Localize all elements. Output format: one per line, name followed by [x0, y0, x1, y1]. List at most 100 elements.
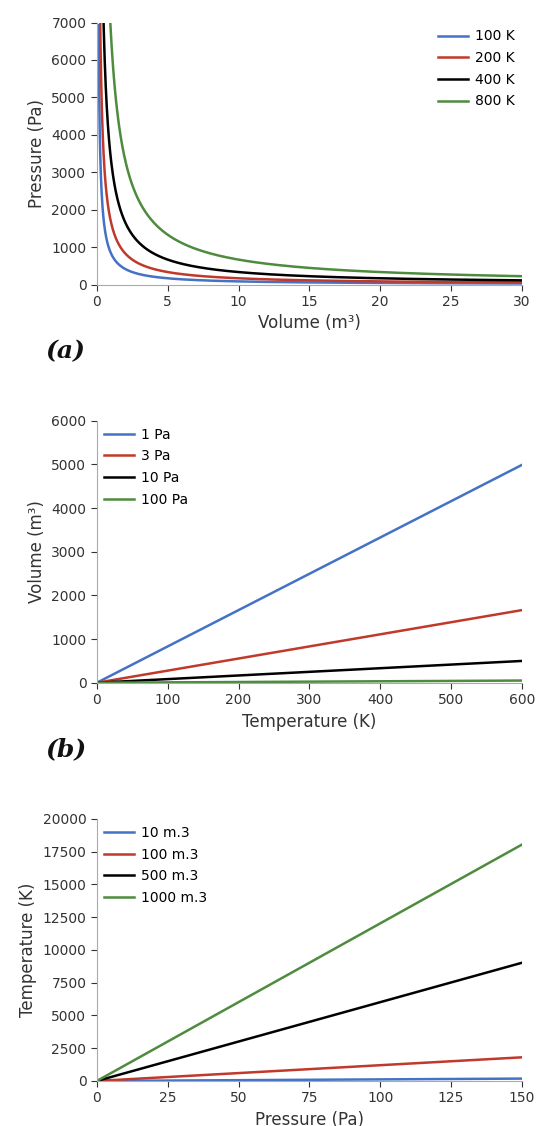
3 Pa: [275, 645, 281, 659]
3 Pa: [94, 676, 100, 689]
500 m.3: [275, 1024, 281, 1037]
100 K: [169, 271, 175, 285]
Legend: 10 m.3, 100 m.3, 500 m.3, 1000 m.3: 10 m.3, 100 m.3, 500 m.3, 1000 m.3: [104, 825, 208, 905]
400 K: [258, 267, 264, 280]
1 Pa: [464, 486, 471, 500]
1000 m.3: [167, 1034, 174, 1047]
800 K: [258, 257, 264, 270]
3 Pa: [519, 604, 525, 617]
Legend: 1 Pa, 3 Pa, 10 Pa, 100 Pa: 1 Pa, 3 Pa, 10 Pa, 100 Pa: [104, 428, 188, 507]
100 m.3: [519, 1051, 525, 1064]
1 Pa: [167, 638, 174, 652]
Line: 3 Pa: 3 Pa: [97, 610, 522, 682]
400 K: [169, 254, 175, 268]
1000 m.3: [464, 868, 471, 882]
1 Pa: [519, 458, 525, 472]
3 Pa: [142, 668, 148, 681]
10 m.3: [519, 1072, 525, 1085]
500 m.3: [464, 971, 471, 984]
100 Pa: [94, 676, 100, 689]
100 Pa: [519, 673, 525, 687]
Line: 100 K: 100 K: [98, 25, 522, 284]
100 Pa: [167, 676, 174, 689]
10 m.3: [142, 1074, 148, 1088]
Legend: 100 K, 200 K, 400 K, 800 K: 100 K, 200 K, 400 K, 800 K: [438, 29, 515, 108]
3 Pa: [167, 663, 174, 677]
10 Pa: [257, 668, 263, 681]
100 m.3: [510, 1051, 516, 1064]
100 m.3: [94, 1074, 100, 1088]
Line: 200 K: 200 K: [98, 0, 522, 283]
200 K: [519, 276, 525, 289]
100 Pa: [275, 676, 281, 689]
Y-axis label: Pressure (Pa): Pressure (Pa): [28, 99, 46, 208]
500 m.3: [167, 1054, 174, 1067]
10 Pa: [142, 673, 148, 687]
10 m.3: [464, 1072, 471, 1085]
Line: 100 Pa: 100 Pa: [97, 680, 522, 682]
500 m.3: [519, 956, 525, 969]
1 Pa: [142, 651, 148, 664]
X-axis label: Volume (m³): Volume (m³): [258, 314, 361, 332]
1 Pa: [510, 463, 516, 476]
Line: 1000 m.3: 1000 m.3: [97, 844, 522, 1081]
Line: 10 m.3: 10 m.3: [97, 1079, 522, 1081]
3 Pa: [257, 649, 263, 662]
200 K: [276, 272, 282, 286]
Text: (a): (a): [46, 339, 86, 363]
1000 m.3: [275, 973, 281, 986]
800 K: [465, 268, 471, 282]
3 Pa: [510, 605, 516, 618]
100 K: [276, 276, 282, 289]
400 K: [519, 274, 525, 287]
100 Pa: [142, 676, 148, 689]
1000 m.3: [257, 984, 263, 998]
10 Pa: [510, 654, 516, 668]
100 K: [519, 277, 525, 291]
Y-axis label: Temperature (K): Temperature (K): [19, 883, 37, 1017]
500 m.3: [257, 1029, 263, 1043]
Y-axis label: Volume (m³): Volume (m³): [28, 500, 46, 604]
X-axis label: Pressure (Pa): Pressure (Pa): [255, 1111, 364, 1126]
400 K: [511, 274, 517, 287]
100 m.3: [275, 1064, 281, 1078]
Line: 10 Pa: 10 Pa: [97, 661, 522, 682]
X-axis label: Temperature (K): Temperature (K): [242, 713, 377, 731]
100 m.3: [167, 1070, 174, 1083]
100 K: [511, 277, 517, 291]
Line: 500 m.3: 500 m.3: [97, 963, 522, 1081]
100 m.3: [464, 1054, 471, 1067]
800 K: [511, 269, 517, 283]
1000 m.3: [519, 838, 525, 851]
200 K: [511, 276, 517, 289]
1000 m.3: [94, 1074, 100, 1088]
100 m.3: [257, 1065, 263, 1079]
500 m.3: [510, 958, 516, 972]
1 Pa: [257, 592, 263, 606]
100 K: [465, 277, 471, 291]
Line: 1 Pa: 1 Pa: [97, 465, 522, 682]
1 Pa: [94, 676, 100, 689]
800 K: [144, 207, 150, 221]
10 Pa: [94, 676, 100, 689]
200 K: [169, 266, 175, 279]
500 m.3: [142, 1061, 148, 1074]
1000 m.3: [510, 842, 516, 856]
200 K: [144, 260, 150, 274]
100 K: [144, 269, 150, 283]
400 K: [144, 242, 150, 256]
Line: 400 K: 400 K: [98, 0, 522, 280]
100 K: [258, 275, 264, 288]
10 m.3: [275, 1073, 281, 1087]
Line: 800 K: 800 K: [98, 0, 522, 276]
10 m.3: [510, 1072, 516, 1085]
10 Pa: [275, 667, 281, 680]
100 Pa: [510, 673, 516, 687]
10 Pa: [464, 656, 471, 670]
10 m.3: [94, 1074, 100, 1088]
10 Pa: [167, 672, 174, 686]
800 K: [169, 231, 175, 244]
400 K: [276, 268, 282, 282]
500 m.3: [94, 1074, 100, 1088]
200 K: [258, 272, 264, 286]
